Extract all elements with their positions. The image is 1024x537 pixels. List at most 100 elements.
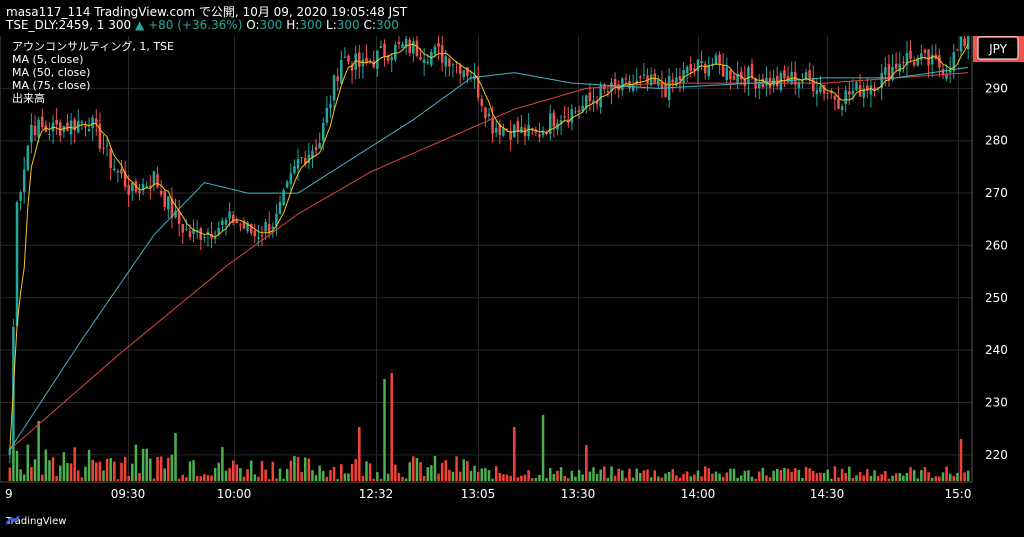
volume-bar: [761, 467, 765, 481]
volume-bar: [866, 469, 869, 481]
candle-body: [685, 66, 689, 74]
volume-bar: [235, 464, 239, 481]
volume-bar: [156, 457, 159, 481]
candle-body: [855, 81, 858, 91]
candle-body: [368, 61, 372, 63]
candle-body: [830, 91, 833, 94]
candle-body: [40, 116, 44, 128]
candle-body: [415, 40, 419, 57]
candle-body: [938, 55, 941, 68]
volume-bar: [775, 469, 779, 481]
volume-bar: [891, 475, 894, 481]
candle-body: [675, 77, 678, 86]
volume-bar: [55, 476, 58, 481]
volume-bar: [743, 470, 747, 481]
candle-body: [750, 63, 754, 78]
up-arrow-icon: ▲: [135, 18, 145, 32]
volume-bar: [736, 477, 739, 481]
volume-bar: [819, 472, 822, 481]
volume-bar: [664, 473, 667, 481]
candle-body: [912, 62, 916, 66]
candle-body: [797, 82, 801, 89]
candle-body: [340, 59, 343, 84]
volume-bar: [473, 465, 476, 481]
candle-body: [401, 43, 404, 48]
candle-body: [833, 95, 837, 100]
volume-bar: [419, 462, 422, 481]
volume-bar: [783, 467, 786, 481]
candle-body: [840, 106, 844, 110]
tradingview-branding[interactable]: TradingView: [6, 516, 66, 527]
candle-body: [120, 169, 123, 174]
candle-body: [923, 49, 927, 53]
volume-bar: [185, 477, 188, 481]
price-tick-label: 290: [985, 81, 1008, 95]
volume-bar: [693, 474, 696, 481]
candle-body: [494, 127, 498, 133]
candle-body: [195, 229, 199, 231]
price-tick-label: 270: [985, 186, 1008, 200]
candle-body: [430, 51, 433, 66]
candle-body: [941, 69, 945, 76]
volume-bar: [278, 468, 282, 481]
candle-body: [109, 148, 112, 169]
price-tick-label: 280: [985, 134, 1008, 148]
candle-body: [930, 54, 934, 65]
candle-body: [84, 125, 87, 128]
volume-bar: [260, 461, 264, 481]
high-label: H:: [286, 18, 300, 32]
chart-header: masa117_114 TradingView.com で公開, 10月 09,…: [0, 0, 1024, 36]
volume-bar: [714, 471, 718, 481]
volume-bar: [603, 466, 606, 481]
candle-body: [105, 145, 109, 147]
volume-bar: [653, 470, 656, 481]
legend-ma50: MA (50, close): [12, 66, 91, 79]
candlestick-chart[interactable]: 220 230 240 250 260 270 280 290 JPY 9 09:30 10:00 12…: [0, 36, 1024, 537]
candle-body: [639, 76, 642, 78]
volume-bar: [779, 470, 783, 481]
candle-body: [689, 64, 693, 71]
candle-body: [192, 228, 195, 235]
volume-bar: [830, 478, 833, 481]
volume-bar: [188, 461, 192, 481]
candle-body: [739, 71, 743, 80]
candle-body: [426, 61, 430, 63]
candle-body: [55, 119, 58, 125]
volume-bar: [567, 478, 570, 481]
candle-body: [127, 184, 130, 195]
candle-body: [520, 126, 523, 134]
volume-bar: [170, 454, 174, 481]
volume-bar: [948, 473, 952, 481]
candle-body: [660, 82, 664, 89]
candle-body: [329, 103, 332, 109]
volume-bar: [599, 469, 602, 481]
candle-body: [188, 230, 192, 237]
chart-area[interactable]: 220 230 240 250 260 270 280 290 JPY 9 09:30 10:00 12…: [0, 36, 1024, 537]
candle-body: [76, 121, 80, 133]
volume-bar: [87, 449, 91, 481]
volume-bar: [131, 463, 134, 481]
volume-bar: [934, 476, 938, 481]
volume-bar: [33, 459, 37, 481]
symbol-label: TSE_DLY:2459, 1: [6, 18, 105, 32]
volume-bar: [195, 475, 199, 481]
candle-body: [945, 73, 948, 79]
volume-bar: [675, 475, 678, 481]
volume-bar: [660, 477, 664, 481]
volume-bar: [159, 456, 163, 481]
volume-bar: [69, 463, 73, 481]
candle-body: [422, 59, 426, 64]
candle-body: [397, 41, 401, 45]
volume-bar: [559, 467, 563, 481]
candle-body: [876, 87, 880, 89]
candle-body: [671, 79, 675, 82]
candle-body: [891, 66, 894, 80]
volume-bar: [15, 450, 19, 481]
volume-bar: [95, 462, 98, 481]
volume-bar: [667, 471, 671, 481]
volume-bar: [383, 379, 386, 481]
volume-bar: [613, 475, 617, 481]
candle-body: [58, 122, 62, 136]
volume-bar: [732, 468, 736, 481]
volume-bar: [538, 474, 541, 481]
